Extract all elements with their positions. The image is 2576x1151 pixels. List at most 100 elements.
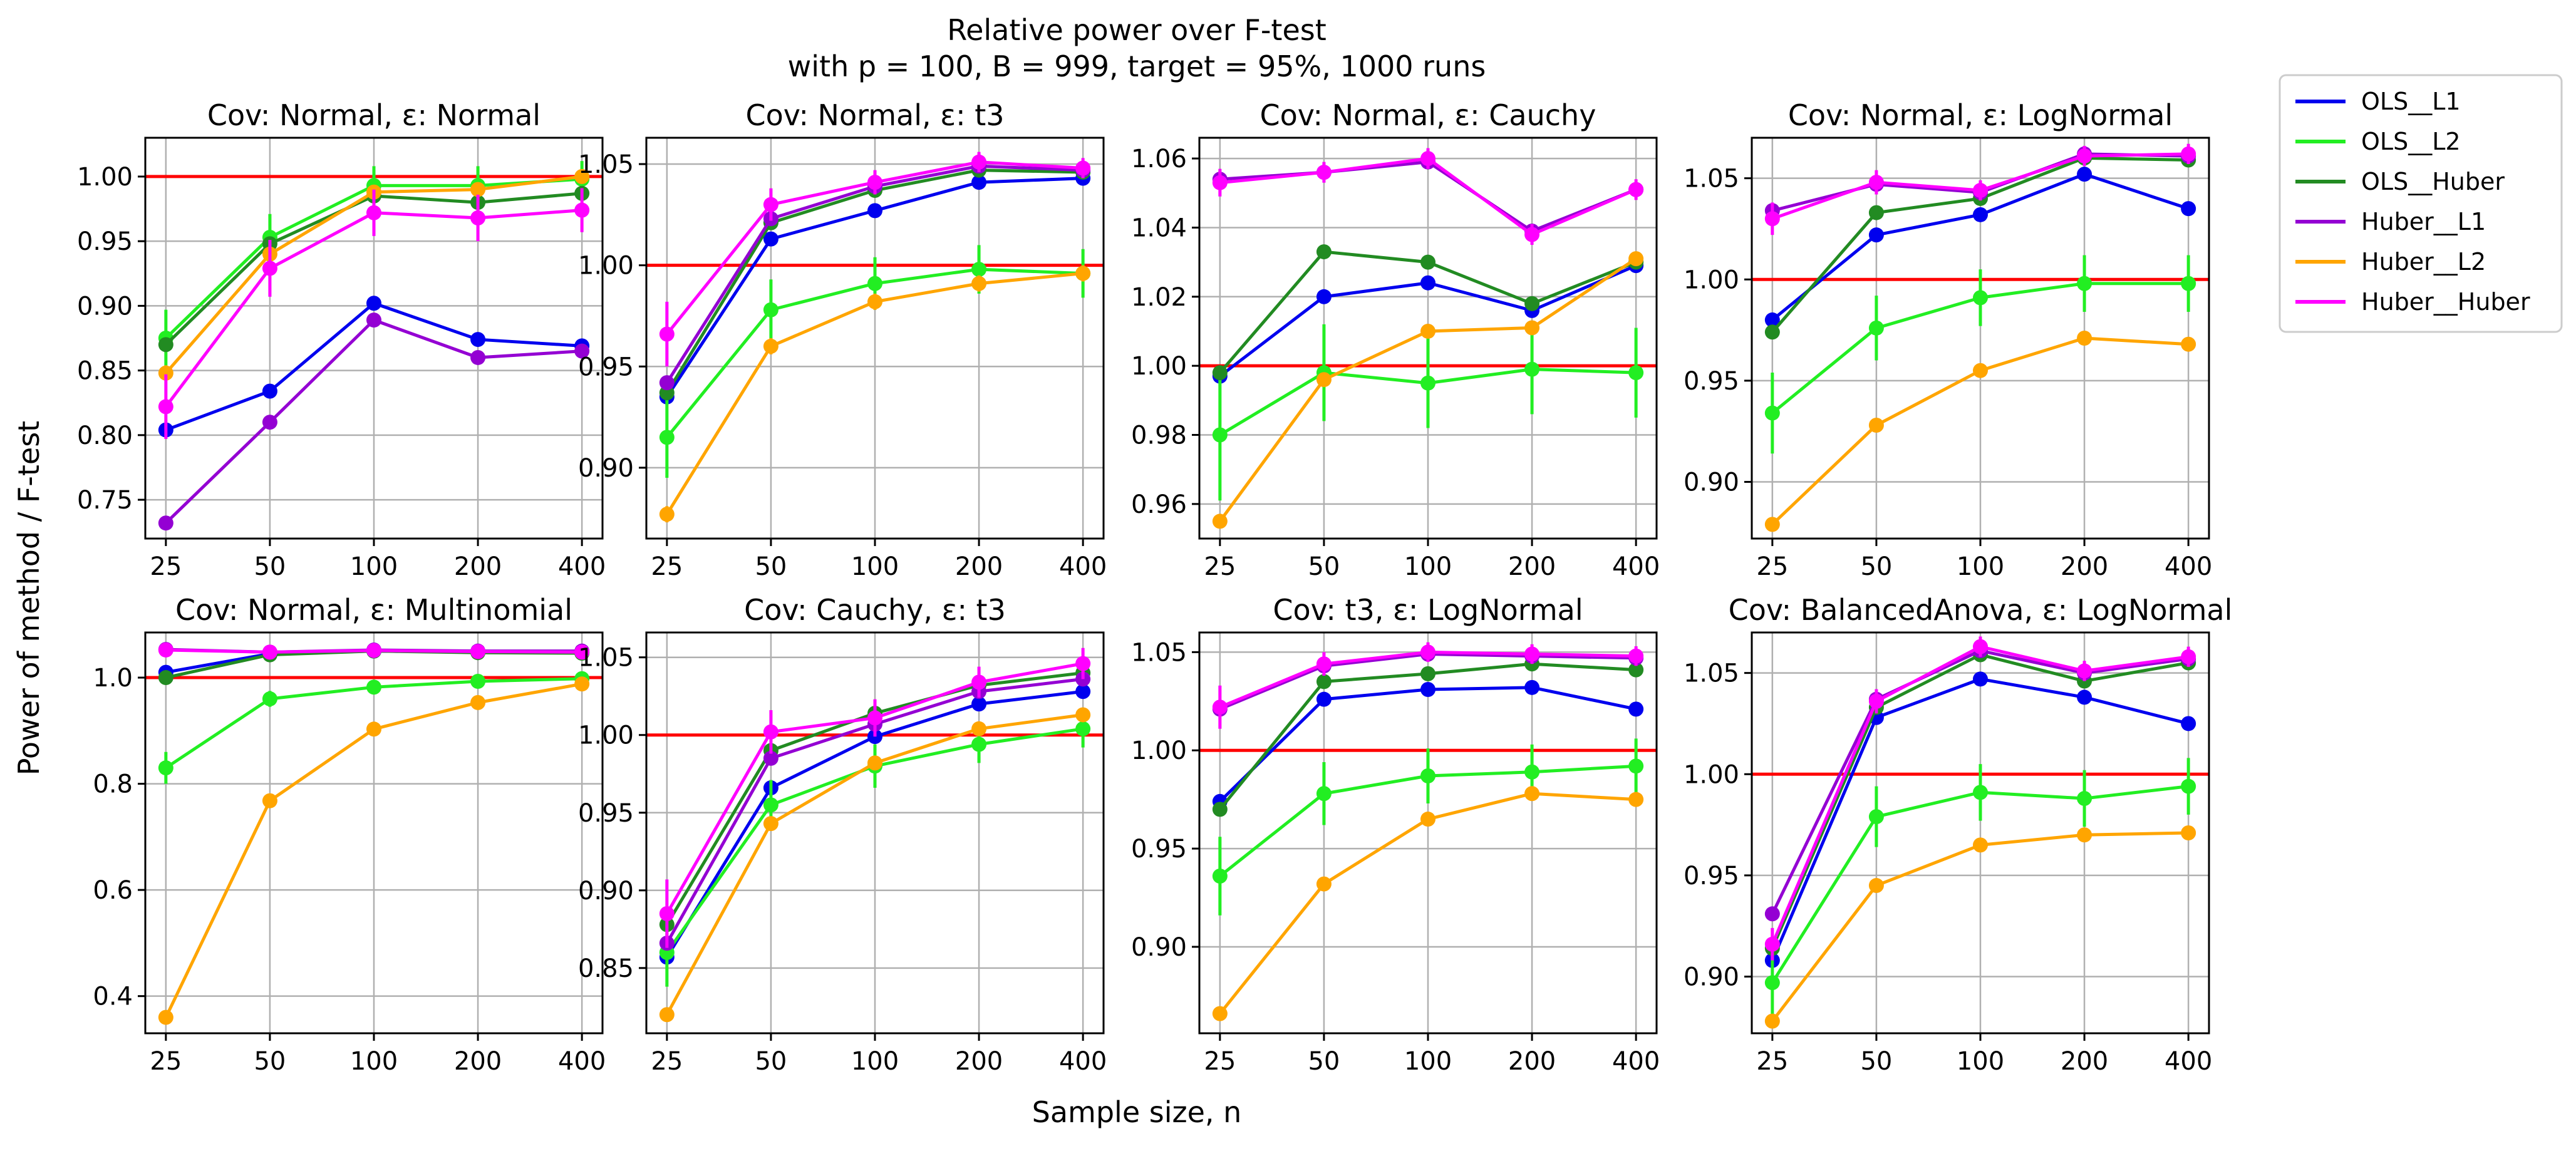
y-tick-label: 0.95: [77, 227, 133, 256]
data-point: [1868, 693, 1884, 709]
data-point: [1868, 175, 1884, 190]
x-tick-label: 400: [1612, 1047, 1660, 1076]
data-point: [470, 673, 486, 689]
data-point: [1420, 151, 1435, 167]
series-Huber__L2: [1764, 825, 2196, 1029]
data-point: [1973, 639, 1988, 654]
data-point: [1628, 792, 1644, 807]
data-point: [158, 670, 173, 686]
data-point: [2077, 331, 2092, 346]
data-point: [158, 515, 173, 531]
x-tick-label: 100: [851, 1047, 899, 1076]
y-axis-label: Power of method / F-test: [12, 421, 46, 775]
data-point: [1628, 758, 1644, 774]
panel-title: Cov: Normal, ε: t3: [745, 98, 1004, 132]
data-point: [262, 383, 277, 399]
data-point: [1316, 289, 1332, 304]
data-point: [1316, 876, 1332, 892]
data-point: [262, 793, 277, 808]
x-tick-label: 50: [1860, 552, 1892, 581]
y-tick-label: 1.02: [1131, 283, 1187, 312]
data-point: [1524, 296, 1540, 311]
data-point: [158, 337, 173, 353]
data-point: [470, 644, 486, 659]
legend-entries: OLS__L1 OLS__L2 OLS__Huber Huber__L1 Huber__…: [2295, 88, 2530, 316]
data-point: [1420, 323, 1435, 339]
data-point: [1764, 906, 1780, 922]
data-point: [1075, 721, 1091, 736]
data-point: [158, 399, 173, 415]
y-tick-label: 0.85: [578, 954, 634, 983]
x-tick-label: 25: [150, 1047, 182, 1076]
legend-frame: [2279, 74, 2563, 333]
x-tick-label: 100: [1404, 1047, 1452, 1076]
y-tick-label: 0.4: [93, 983, 133, 1011]
legend-label: Huber__L1: [2361, 208, 2486, 235]
data-point: [867, 710, 882, 726]
series-Huber__Huber: [1212, 642, 1644, 729]
x-tick-label: 200: [454, 1047, 502, 1076]
data-point: [1973, 671, 1988, 687]
data-point: [659, 375, 675, 391]
panel-title: Cov: Normal, ε: Multinomial: [175, 593, 572, 627]
data-point: [659, 507, 675, 522]
data-point: [158, 642, 173, 658]
data-point: [1868, 320, 1884, 336]
data-point: [1628, 365, 1644, 381]
y-tick-label: 1.00: [77, 163, 133, 192]
series-Huber__L1: [158, 312, 590, 531]
data-point: [2181, 201, 2196, 217]
data-point: [366, 296, 381, 311]
series-OLS__L2: [1212, 324, 1644, 501]
series-Huber__Huber: [158, 642, 590, 660]
x-tick-label: 200: [2061, 552, 2108, 581]
x-tick-label: 25: [651, 1047, 683, 1076]
series-Huber__L2: [659, 265, 1091, 523]
data-point: [971, 674, 987, 690]
series-Huber__Huber: [1764, 636, 2196, 961]
panel-2: Cov: Normal, ε: t3 25 50 100 200 400 0.90 0.95 1…: [578, 98, 1107, 581]
data-point: [763, 338, 778, 354]
panel-6: Cov: Cauchy, ε: t3 25 50 100 200 400 0.85 0.90 0…: [578, 593, 1107, 1076]
y-tick-label: 1.05: [578, 644, 634, 673]
x-tick-label: 200: [1508, 552, 1556, 581]
data-point: [1316, 656, 1332, 672]
data-point: [1628, 648, 1644, 664]
data-point: [1524, 786, 1540, 802]
y-tick-label: 1.05: [1684, 165, 1739, 194]
y-tick-label: 0.90: [578, 877, 634, 906]
data-point: [763, 724, 778, 740]
figure-title-line2: with p = 100, B = 999, target = 95%, 100…: [788, 49, 1486, 83]
data-point: [366, 721, 381, 737]
data-point: [366, 312, 381, 328]
legend-entry-OLS__L1: OLS__L1: [2295, 88, 2461, 115]
legend-entry-Huber__Huber: Huber__Huber: [2295, 288, 2530, 316]
x-tick-label: 25: [1204, 552, 1236, 581]
data-point: [366, 205, 381, 220]
data-point: [1524, 361, 1540, 377]
data-point: [1973, 183, 1988, 199]
x-tick-label: 400: [1059, 552, 1107, 581]
data-point: [1420, 768, 1435, 784]
x-tick-label: 100: [1957, 1047, 2004, 1076]
data-point: [971, 262, 987, 277]
data-point: [366, 643, 381, 658]
panel-5: Cov: Normal, ε: Multinomial 25 50 100 200 400…: [93, 593, 606, 1076]
panel-title: Cov: Cauchy, ε: t3: [744, 593, 1006, 627]
x-tick-label: 50: [755, 1047, 787, 1076]
series-Huber__Huber: [1764, 143, 2196, 235]
data-point: [1212, 175, 1228, 190]
data-point: [1316, 786, 1332, 802]
data-point: [1420, 812, 1435, 827]
data-point: [1420, 275, 1435, 291]
panel-title: Cov: BalancedAnova, ε: LogNormal: [1729, 593, 2233, 627]
data-point: [158, 760, 173, 776]
data-point: [1420, 375, 1435, 391]
data-point: [1524, 320, 1540, 336]
data-point: [2077, 276, 2092, 291]
legend-label: OLS__Huber: [2361, 168, 2505, 195]
y-tick-label: 1.05: [1131, 638, 1187, 667]
y-tick-label: 1.05: [578, 150, 634, 179]
